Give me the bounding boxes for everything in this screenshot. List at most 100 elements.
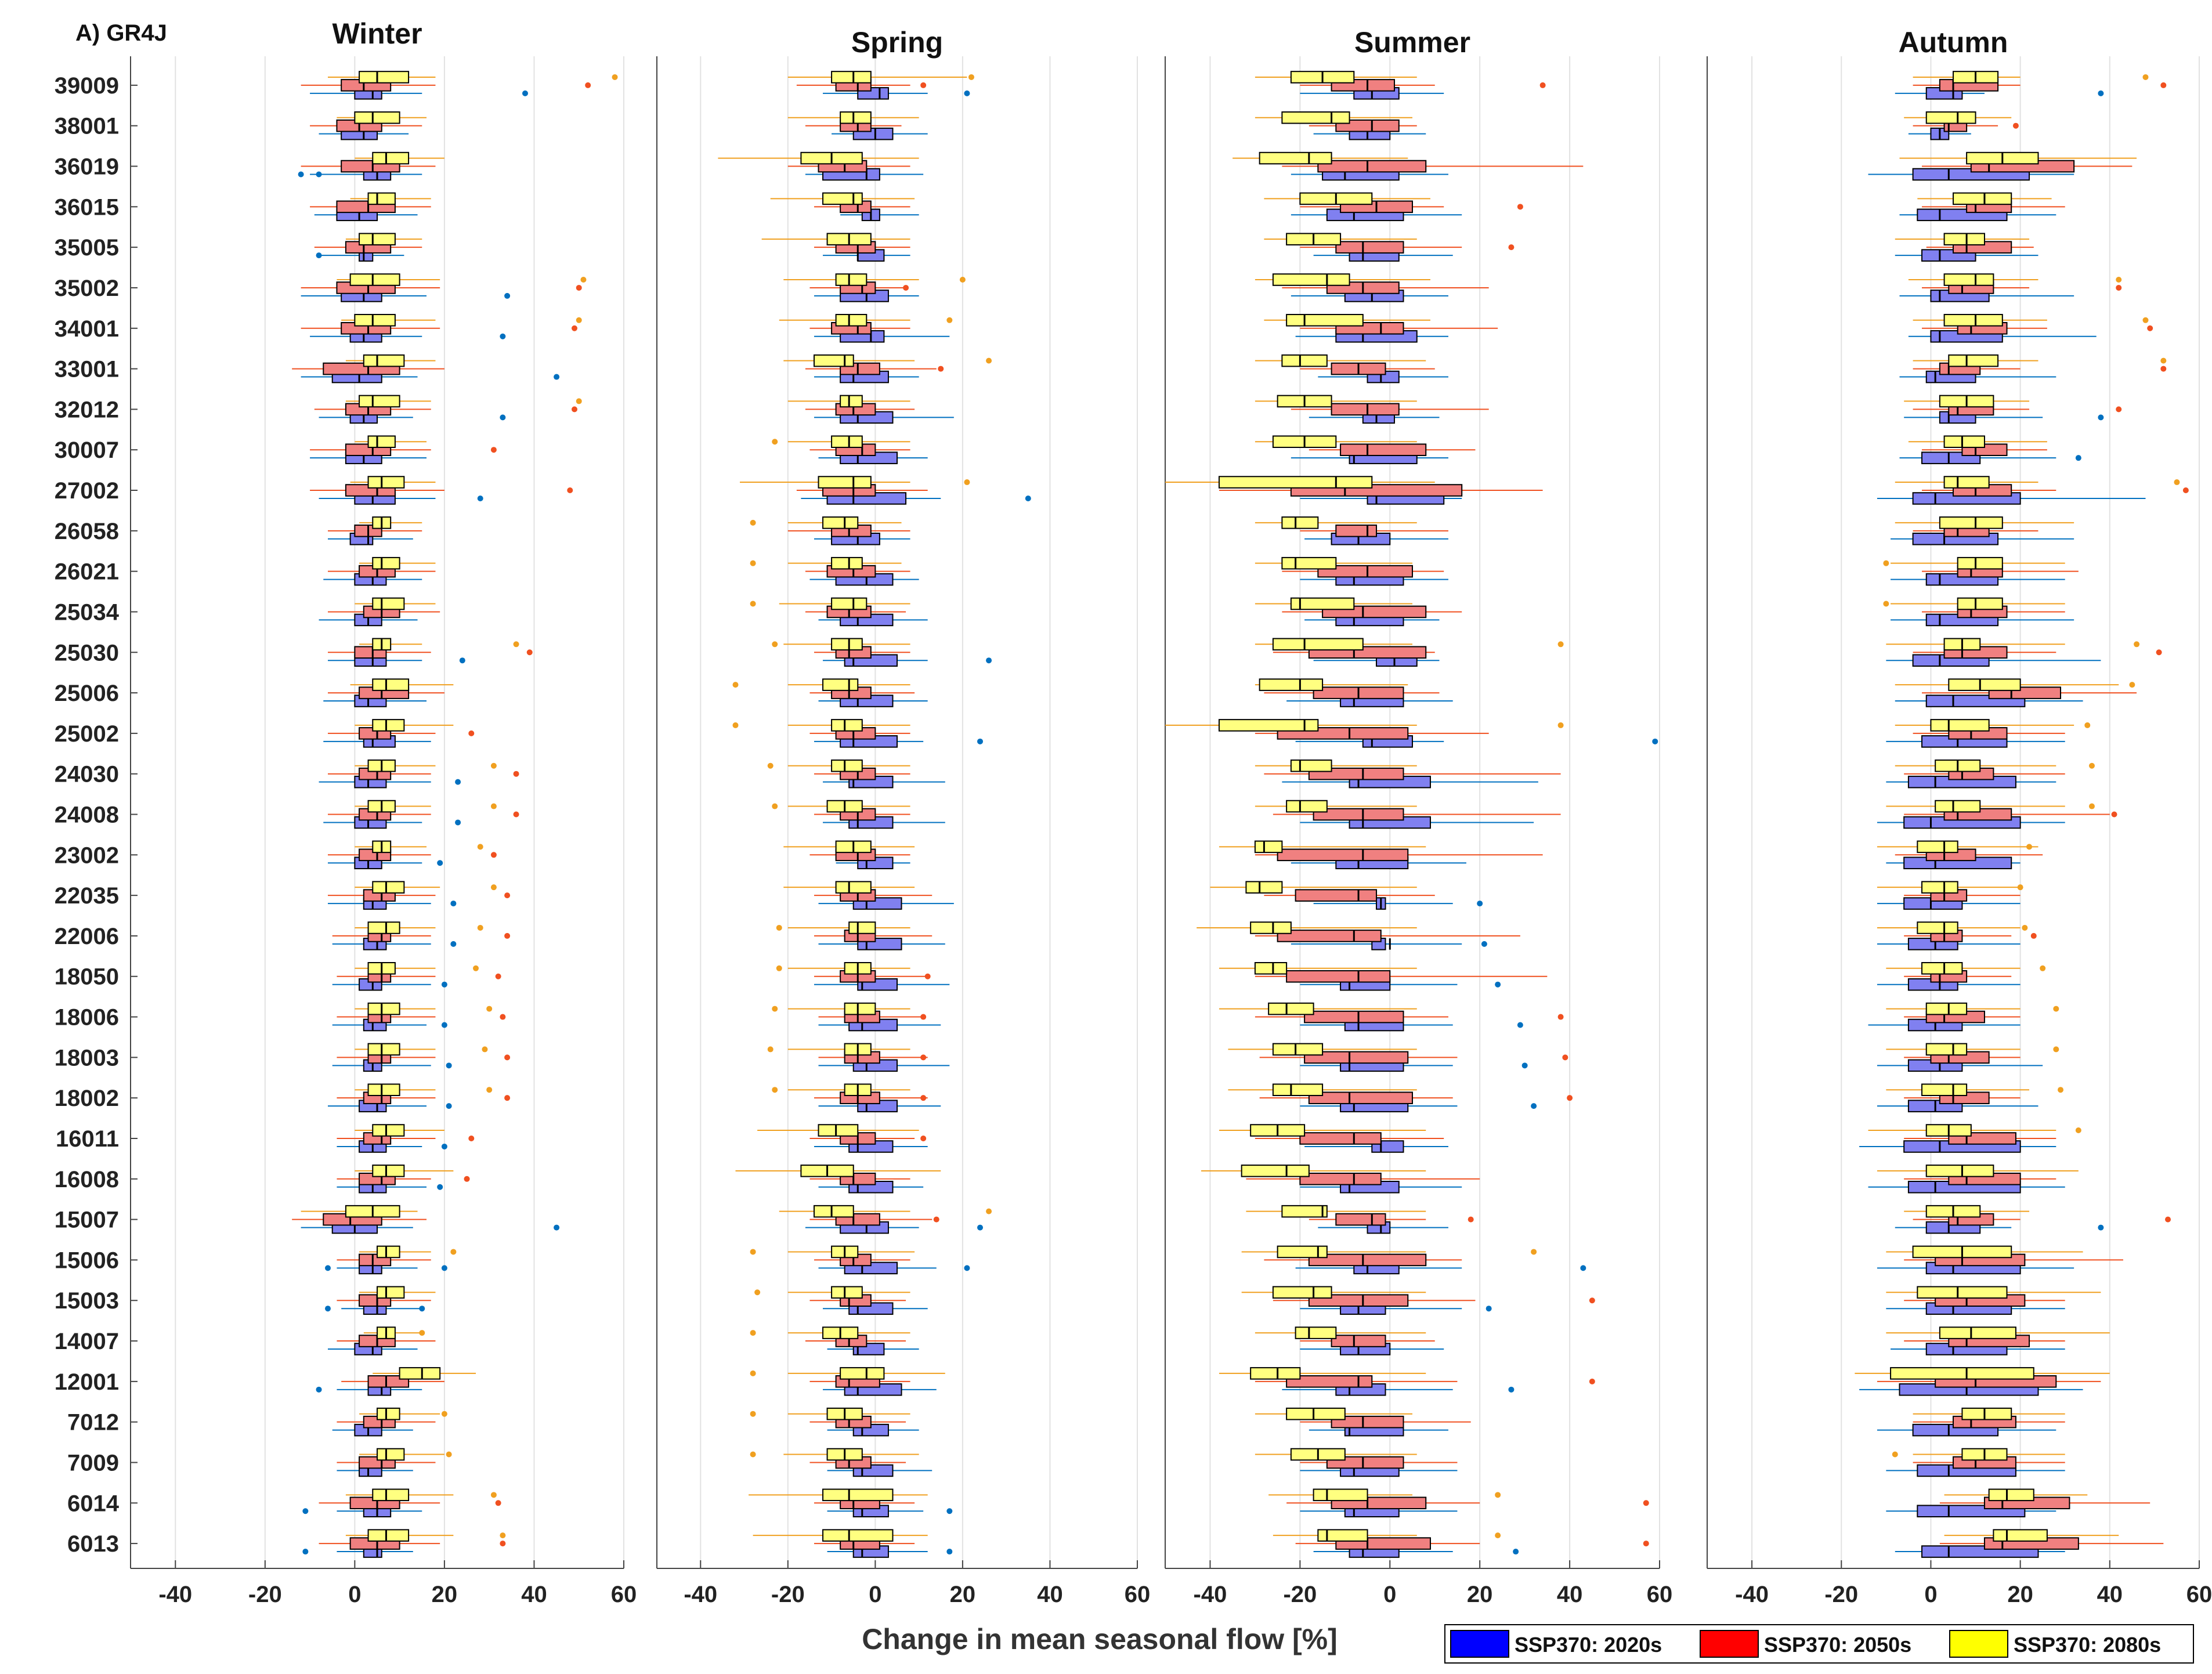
outlier-point — [2022, 924, 2028, 931]
box-iqr — [1304, 1051, 1409, 1064]
outlier-point — [325, 1306, 331, 1312]
outlier-point — [504, 932, 511, 939]
x-tick-label: 0 — [348, 1582, 361, 1607]
outlier-point — [1883, 560, 1889, 566]
x-tick-label: 60 — [2186, 1582, 2212, 1607]
box-iqr — [1286, 800, 1328, 813]
outlier-point — [938, 366, 944, 372]
box-iqr — [835, 314, 868, 327]
outlier-point — [1495, 1532, 1501, 1539]
outlier-point — [767, 1046, 774, 1053]
category-label: 25030 — [55, 640, 119, 666]
outlier-point — [473, 965, 479, 971]
category-label: 18050 — [55, 964, 119, 990]
outlier-point — [754, 1289, 761, 1296]
box-2080s-30007 — [1255, 435, 1417, 449]
x-tick-label: 20 — [950, 1582, 976, 1607]
box-iqr — [1281, 1205, 1328, 1218]
outlier-point — [920, 1135, 927, 1141]
category-label: 14007 — [55, 1329, 119, 1354]
box-2050s-16008 — [1246, 1173, 1480, 1185]
outlier-point — [441, 1143, 447, 1149]
box-iqr — [1317, 160, 1427, 173]
box-iqr — [1948, 678, 2021, 691]
box-iqr — [1308, 1253, 1427, 1267]
box-iqr — [1943, 273, 1994, 286]
outlier-point — [1513, 1549, 1519, 1555]
outlier-point — [576, 317, 582, 323]
box-iqr — [1939, 516, 2003, 529]
box-2080s-25034 — [1891, 597, 2065, 610]
box-iqr — [1272, 1043, 1324, 1056]
outlier-point — [750, 1249, 756, 1255]
outlier-point — [459, 657, 465, 664]
box-iqr — [1925, 111, 1976, 124]
category-label: 18006 — [55, 1005, 119, 1031]
outlier-point — [437, 860, 443, 866]
box-iqr — [372, 1165, 405, 1177]
outlier-point — [316, 1386, 322, 1393]
box-2080s-22035 — [783, 881, 915, 894]
outlier-point — [772, 1087, 778, 1093]
box-iqr — [848, 921, 876, 934]
box-2080s-16008 — [355, 1165, 454, 1177]
box-iqr — [822, 1529, 894, 1542]
box-2080s-26058 — [359, 516, 422, 529]
box-2080s-16008 — [735, 1165, 941, 1177]
box-2080s-18002 — [355, 1083, 436, 1096]
box-iqr — [813, 354, 854, 367]
box-2080s-6014 — [1268, 1488, 1412, 1502]
outlier-point — [772, 641, 778, 648]
box-2080s-36019 — [718, 151, 919, 165]
box-2080s-6013 — [345, 1529, 454, 1542]
outlier-point — [986, 357, 992, 364]
category-label: 24008 — [55, 802, 119, 828]
box-2080s-24030 — [1895, 759, 2056, 772]
box-iqr — [1290, 597, 1355, 610]
box-iqr — [377, 1407, 400, 1420]
outlier-point — [776, 965, 782, 971]
box-iqr — [1943, 233, 1985, 245]
box-2080s-6013 — [753, 1529, 928, 1542]
outlier-point — [2088, 803, 2095, 809]
box-iqr — [831, 638, 863, 651]
box-2080s-38001 — [1255, 111, 1412, 124]
box-2020s-32012 — [814, 411, 954, 424]
outlier-point — [750, 601, 756, 607]
category-label: 6014 — [67, 1491, 120, 1516]
outlier-point — [1589, 1297, 1595, 1304]
outlier-point — [750, 519, 756, 526]
outlier-point — [2098, 414, 2104, 421]
outlier-point — [1485, 1306, 1492, 1312]
box-iqr — [1317, 565, 1413, 578]
x-tick-label: 0 — [869, 1582, 881, 1607]
box-2080s-22006 — [1197, 921, 1417, 934]
box-2050s-36019 — [301, 160, 436, 173]
legend-swatch-2080s — [1949, 1630, 2008, 1658]
category-label: 18003 — [55, 1045, 119, 1071]
box-iqr — [1943, 435, 1985, 449]
box-2050s-18003 — [1259, 1051, 1458, 1064]
outlier-point — [750, 1451, 756, 1458]
box-2080s-33001 — [783, 354, 915, 367]
box-2080s-32012 — [787, 395, 910, 408]
category-label: 26021 — [55, 559, 119, 585]
box-2080s-34001 — [341, 314, 436, 327]
outlier-point — [1892, 1451, 1898, 1458]
outlier-point — [576, 284, 582, 291]
box-iqr — [1930, 719, 1990, 732]
box-2080s-14007 — [1886, 1326, 2110, 1339]
outlier-point — [554, 1224, 560, 1231]
box-2050s-24030 — [1264, 767, 1561, 780]
category-label: 15007 — [55, 1207, 119, 1233]
box-2080s-38001 — [1904, 111, 2012, 124]
box-2080s-15007 — [301, 1205, 418, 1218]
box-2050s-16011 — [1255, 1132, 1444, 1145]
box-2080s-15007 — [779, 1205, 910, 1218]
box-2080s-22035 — [1877, 881, 2021, 894]
box-iqr — [1286, 314, 1364, 327]
box-2080s-24030 — [355, 759, 436, 772]
box-2080s-26058 — [787, 516, 902, 529]
outlier-point — [1025, 495, 1031, 501]
